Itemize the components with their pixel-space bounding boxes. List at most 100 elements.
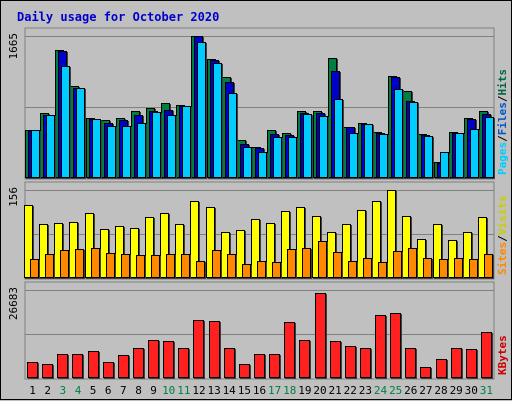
bar-visits-day-19 — [296, 207, 305, 278]
bar-kbytes-day-13 — [209, 321, 220, 378]
bar-sites-day-20 — [318, 241, 327, 278]
bar-pages-day-31 — [485, 117, 494, 178]
bar-visits-day-7 — [115, 226, 124, 278]
legend-entry: Pages — [496, 142, 509, 175]
bar-pages-day-27 — [424, 136, 433, 178]
chart-panels: 1665Pages/Files/Hits156Sites/Visits26683… — [7, 27, 509, 380]
bar-visits-day-2 — [39, 224, 48, 278]
bar-kbytes-day-5 — [88, 351, 99, 378]
legend-entry: Hits — [496, 69, 509, 96]
bar-visits-day-25 — [387, 190, 396, 278]
bar-kbytes-day-8 — [133, 348, 144, 378]
bar-visits-day-10 — [160, 213, 169, 278]
bar-pages-day-21 — [334, 99, 343, 178]
bar-pages-day-8 — [137, 123, 146, 178]
bar-kbytes-day-7 — [118, 355, 129, 378]
bar-sites-day-13 — [212, 250, 221, 278]
bar-visits-day-17 — [266, 223, 275, 278]
bar-sites-day-5 — [91, 248, 100, 278]
bar-kbytes-day-30 — [466, 349, 477, 378]
bar-kbytes-day-12 — [193, 320, 204, 378]
bar-sites-day-18 — [287, 249, 296, 278]
bar-pages-day-10 — [167, 115, 176, 178]
legend-entry: Files — [496, 102, 509, 135]
bar-sites-day-3 — [60, 250, 69, 278]
bar-visits-day-22 — [342, 224, 351, 278]
bar-visits-day-5 — [85, 213, 94, 278]
bar-kbytes-day-11 — [178, 348, 189, 378]
bar-sites-day-26 — [408, 248, 417, 278]
bar-kbytes-day-2 — [42, 364, 53, 378]
x-tick-label: 8 — [135, 384, 142, 397]
bar-visits-day-24 — [372, 201, 381, 278]
bar-sites-day-10 — [166, 254, 175, 278]
bar-visits-day-1 — [24, 205, 33, 278]
x-tick-label: 19 — [298, 384, 311, 397]
bar-sites-day-19 — [302, 248, 311, 278]
x-tick-label: 30 — [465, 384, 478, 397]
bar-sites-day-1 — [30, 259, 39, 278]
x-tick-label: 1 — [29, 384, 36, 397]
bar-kbytes-day-17 — [269, 354, 280, 378]
bar-kbytes-day-9 — [148, 340, 159, 378]
y-max-label: 156 — [7, 187, 20, 207]
x-tick-label: 18 — [283, 384, 296, 397]
bar-sites-day-6 — [106, 253, 115, 278]
bar-pages-day-12 — [197, 42, 206, 178]
bar-visits-day-23 — [357, 210, 366, 278]
x-tick-label: 10 — [162, 384, 175, 397]
bar-visits-day-30 — [463, 232, 472, 278]
x-tick-label: 3 — [59, 384, 66, 397]
bar-pages-day-28 — [440, 152, 449, 178]
bar-kbytes-day-26 — [405, 348, 416, 378]
x-tick-label: 12 — [192, 384, 205, 397]
x-tick-label: 20 — [313, 384, 326, 397]
bar-kbytes-day-1 — [27, 362, 38, 378]
bar-sites-day-30 — [469, 259, 478, 278]
bar-pages-day-11 — [182, 106, 191, 178]
legend-entry: / — [496, 95, 509, 102]
legend-entry: Sites — [496, 242, 509, 275]
bar-visits-day-26 — [402, 216, 411, 278]
bar-kbytes-day-14 — [224, 348, 235, 378]
y-max-label: 1665 — [7, 33, 20, 60]
bar-kbytes-day-31 — [481, 332, 492, 378]
bar-pages-day-30 — [470, 129, 479, 178]
bar-sites-day-29 — [454, 258, 463, 278]
x-tick-label: 16 — [253, 384, 266, 397]
x-tick-label: 23 — [359, 384, 372, 397]
bar-sites-day-15 — [242, 264, 251, 278]
bar-pages-day-1 — [31, 130, 40, 178]
legend-entry: Visits — [496, 196, 509, 236]
panel-visits: 156 Sites/Visits — [7, 181, 509, 280]
x-tick-label: 2 — [44, 384, 51, 397]
panel-legend: Pages/Files/Hits — [496, 69, 509, 175]
bar-kbytes-day-29 — [451, 348, 462, 378]
x-tick-label: 9 — [150, 384, 157, 397]
x-tick-label: 21 — [328, 384, 341, 397]
bar-pages-day-14 — [228, 93, 237, 178]
bar-pages-day-5 — [92, 119, 101, 178]
x-tick-label: 13 — [207, 384, 220, 397]
panel-legend: Sites/Visits — [496, 196, 509, 276]
bar-pages-day-15 — [243, 147, 252, 178]
bar-sites-day-11 — [181, 254, 190, 278]
bar-pages-day-3 — [61, 66, 70, 178]
bar-pages-day-6 — [107, 126, 116, 178]
x-tick-label: 28 — [434, 384, 447, 397]
x-tick-label: 22 — [344, 384, 357, 397]
bar-sites-day-17 — [272, 262, 281, 278]
legend-entry: / — [496, 135, 509, 142]
bar-kbytes-day-10 — [163, 341, 174, 378]
bar-visits-day-15 — [236, 230, 245, 278]
legend-entry: KBytes — [496, 335, 509, 375]
panel-legend: KBytes — [496, 335, 509, 375]
x-tick-label: 29 — [450, 384, 463, 397]
bar-pages-day-9 — [152, 112, 161, 178]
x-tick-label: 17 — [268, 384, 281, 397]
bar-sites-day-22 — [348, 261, 357, 278]
bar-visits-day-16 — [251, 219, 260, 278]
